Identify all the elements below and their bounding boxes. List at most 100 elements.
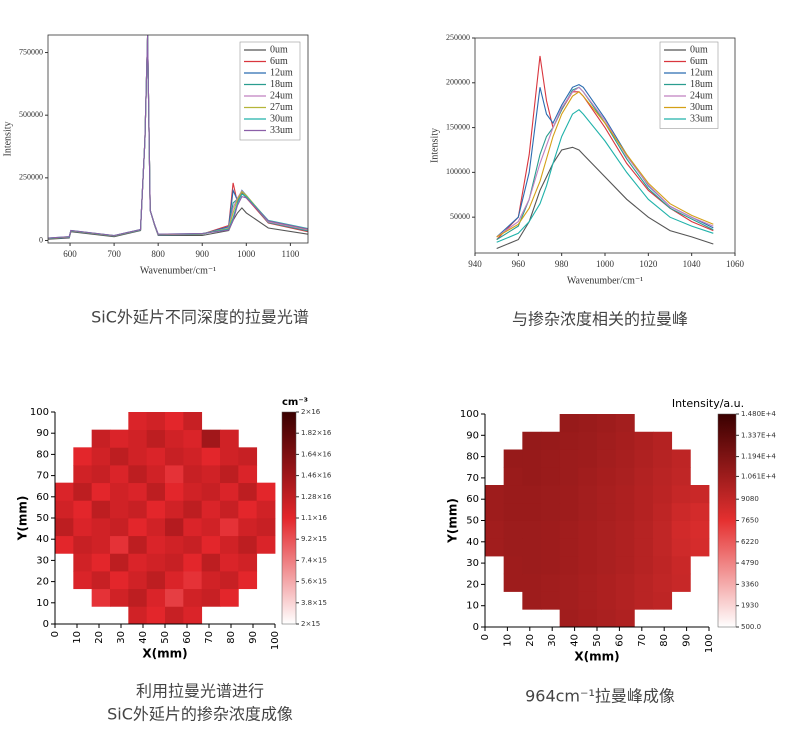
legend-label: 30um <box>270 113 293 124</box>
y-tick-label: 250000 <box>446 33 470 42</box>
heat-cell <box>634 467 654 486</box>
heat-cell <box>201 465 221 484</box>
colorbar-tick-label: 9080 <box>741 495 759 503</box>
heat-cell <box>128 553 148 572</box>
legend-label: 24um <box>270 90 293 101</box>
caption: SiC外延片不同深度的拉曼光谱 <box>91 308 309 327</box>
heat-cell <box>541 449 561 468</box>
x-tick-label: 600 <box>63 249 77 259</box>
heat-cell <box>671 449 691 468</box>
x-tick-label: 20 <box>525 634 536 647</box>
heat-cell <box>238 535 258 554</box>
y-axis-label: Intensity <box>429 128 440 163</box>
heat-cell <box>541 520 561 539</box>
series-line <box>496 108 714 243</box>
heat-cell <box>128 518 148 537</box>
heat-cell <box>183 465 203 484</box>
heat-cell <box>91 500 111 519</box>
heat-cell <box>55 518 74 537</box>
y-tick-label: 20 <box>36 577 49 588</box>
y-tick-label: 150000 <box>446 122 470 131</box>
heat-cell <box>183 412 203 431</box>
heat-cell <box>578 609 598 628</box>
heat-cell <box>653 573 673 592</box>
heat-cell <box>578 485 598 504</box>
heat-cell <box>559 502 579 521</box>
colorbar-title: Intensity/a.u. <box>672 397 744 410</box>
heat-cell <box>165 465 184 484</box>
heat-cell <box>653 556 673 575</box>
heat-cell <box>653 538 673 557</box>
heat-cell <box>201 500 221 519</box>
heat-cell <box>671 556 691 575</box>
heat-cell <box>256 482 276 501</box>
heat-cell <box>220 447 239 466</box>
heat-cell <box>165 482 184 501</box>
x-tick-label: 1000 <box>596 259 615 269</box>
plot-frame <box>474 37 736 254</box>
y-axis-label: Intensity <box>2 122 13 157</box>
heat-cell <box>238 465 258 484</box>
heat-cell <box>485 502 505 521</box>
heat-cell <box>671 467 691 486</box>
heat-cell <box>653 431 673 450</box>
heat-cell <box>220 429 239 448</box>
colorbar-tick-label: 1930 <box>741 602 759 610</box>
y-tick-label: 30 <box>36 555 49 566</box>
y-tick-label: 70 <box>466 473 479 484</box>
heat-cell <box>634 573 654 592</box>
heat-cell <box>690 538 710 557</box>
heat-cell <box>165 447 184 466</box>
heat-cell <box>220 518 239 537</box>
heat-cell <box>146 465 166 484</box>
colorbar-tick-label: 9.2×15 <box>301 535 327 543</box>
y-tick-label: 80 <box>466 452 479 463</box>
heat-cell <box>578 449 598 468</box>
y-tick-label: 50 <box>466 516 479 527</box>
heat-cell <box>522 538 542 557</box>
heat-cell <box>165 518 184 537</box>
heat-cell <box>201 482 221 501</box>
series-line <box>48 35 308 239</box>
heat-cell <box>597 556 617 575</box>
heat-cell <box>220 553 239 572</box>
colorbar-tick-label: 5.6×15 <box>301 578 327 586</box>
caption: 与掺杂浓度相关的拉曼峰 <box>512 310 688 329</box>
heat-cell <box>146 518 166 537</box>
y-tick-label: 500000 <box>19 110 43 119</box>
heat-cell <box>671 502 691 521</box>
heat-cell <box>256 500 276 519</box>
heat-cell <box>110 447 129 466</box>
heat-cell <box>220 588 239 607</box>
heat-cell <box>653 449 673 468</box>
colorbar <box>281 411 297 625</box>
heat-cell <box>201 571 221 590</box>
heat-cell <box>559 591 579 610</box>
heat-cell <box>671 573 691 592</box>
legend-label: 33um <box>690 113 713 124</box>
heat-cell <box>183 518 203 537</box>
heat-cell <box>615 502 635 521</box>
heat-cell <box>503 449 523 468</box>
colorbar-tick-label: 3360 <box>741 580 759 588</box>
heat-cell <box>110 500 129 519</box>
y-tick-label: 60 <box>36 492 49 503</box>
x-tick-label: 30 <box>547 634 558 647</box>
heat-cell <box>238 518 258 537</box>
heat-cell <box>597 467 617 486</box>
colorbar-tick-label: 4790 <box>741 559 759 567</box>
heat-cell <box>91 447 111 466</box>
colorbar-tick-label: 3.8×15 <box>301 599 327 607</box>
heat-cell <box>201 535 221 554</box>
heat-cell <box>55 500 74 519</box>
heat-cell <box>578 556 598 575</box>
heat-cell <box>615 520 635 539</box>
y-axis-label: Y(mm) <box>16 496 30 542</box>
heat-cell <box>541 556 561 575</box>
x-tick-label: 80 <box>659 634 670 647</box>
heat-cell <box>541 485 561 504</box>
heat-cell <box>597 485 617 504</box>
colorbar <box>717 413 737 628</box>
